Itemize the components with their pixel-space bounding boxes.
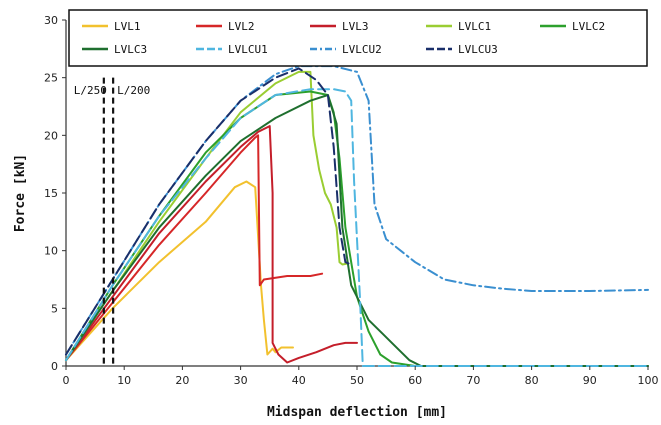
legend-label-lvlcu1: LVLCU1	[228, 43, 268, 56]
x-tick-label: 20	[175, 374, 189, 387]
series-line-lvl2	[65, 134, 324, 362]
legend-label-lvlc2: LVLC2	[572, 20, 605, 33]
annotation-layer: L/250 L/200	[74, 77, 150, 366]
y-tick-label: 20	[44, 129, 58, 142]
x-tick-label: 0	[63, 374, 70, 387]
series-layer	[65, 65, 649, 367]
legend-label-lvl1: LVL1	[114, 20, 141, 33]
series-line-lvlcu3	[65, 67, 353, 356]
x-tick-label: 60	[408, 374, 422, 387]
series-line-lvl1	[65, 180, 294, 362]
series-line-lvlcu1	[65, 88, 649, 367]
legend-label-lvlc3: LVLC3	[114, 43, 147, 56]
legend-box	[68, 9, 648, 67]
series-line-lvl3	[65, 125, 358, 364]
legend-label-lvlc1: LVLC1	[458, 20, 491, 33]
x-tick-label: 100	[638, 374, 659, 387]
axis-layer: 0 10 20 30 40 50 60 70 80 90 100 0 5 10 15 20 25 30 Midspa…	[13, 14, 659, 420]
x-tick-label: 10	[117, 374, 131, 387]
x-tick-label: 90	[583, 374, 597, 387]
x-axis-label: Midspan deflection [mm]	[267, 405, 447, 420]
y-tick-label: 25	[44, 72, 58, 85]
limit-label-1: L/250	[74, 84, 107, 97]
x-tick-label: 70	[466, 374, 480, 387]
y-tick-label: 10	[44, 245, 58, 258]
x-tick-label: 80	[525, 374, 539, 387]
series-line-lvlc3	[65, 94, 649, 367]
series-line-lvlc1	[65, 70, 350, 362]
limit-label-2: L/200	[117, 84, 150, 97]
legend-label-lvlcu3: LVLCU3	[458, 43, 498, 56]
series-line-lvlcu2	[65, 65, 649, 356]
y-tick-label: 0	[51, 360, 58, 373]
legend: LVL1 LVL2 LVL3 LVLC1 LVLC2 LVLC3 LVLCU1 LVLCU2 L…	[68, 9, 648, 67]
x-tick-label: 30	[234, 374, 248, 387]
y-tick-label: 15	[44, 187, 58, 200]
y-tick-label: 5	[51, 302, 58, 315]
legend-label-lvlcu2: LVLCU2	[342, 43, 382, 56]
legend-label-lvl2: LVL2	[228, 20, 255, 33]
x-tick-label: 40	[292, 374, 306, 387]
x-tick-label: 50	[350, 374, 364, 387]
legend-label-lvl3: LVL3	[342, 20, 369, 33]
y-axis-label: Force [kN]	[13, 154, 28, 232]
y-tick-label: 30	[44, 14, 58, 27]
